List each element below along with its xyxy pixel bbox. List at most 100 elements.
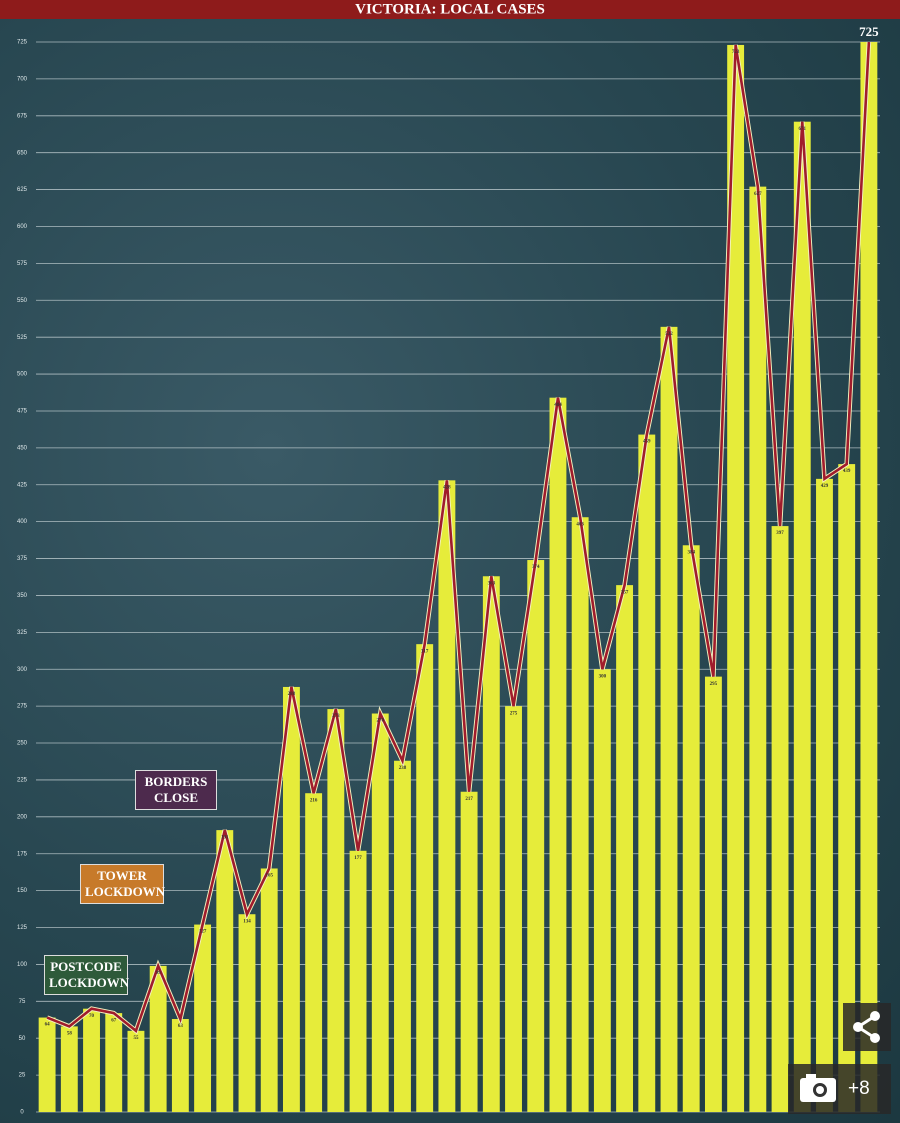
- trend-line: [46, 41, 871, 1033]
- bar: [505, 706, 522, 1112]
- bar: [60, 1026, 78, 1112]
- bar: [394, 760, 411, 1112]
- value-label: 134: [243, 919, 251, 924]
- bar: [105, 1013, 123, 1112]
- value-label: 165: [265, 874, 273, 879]
- value-label: 627: [754, 192, 762, 197]
- value-label: 428: [443, 485, 451, 490]
- bar: [327, 709, 345, 1112]
- bar: [571, 517, 589, 1112]
- value-label: 191: [221, 835, 229, 840]
- photo-count: +8: [848, 1078, 870, 1099]
- y-tick-label: 675: [17, 113, 28, 119]
- bar: [438, 480, 456, 1112]
- y-tick-label: 25: [19, 1073, 26, 1079]
- photo-gallery-button[interactable]: +8: [788, 1064, 891, 1114]
- y-tick-label: 450: [17, 445, 28, 451]
- share-icon: [853, 1011, 880, 1043]
- value-label: 288: [288, 692, 296, 697]
- y-tick-label: 75: [19, 999, 26, 1005]
- bar: [593, 669, 611, 1112]
- value-label: 127: [199, 930, 207, 935]
- bar: [149, 965, 167, 1112]
- y-tick-label: 575: [17, 261, 28, 267]
- value-label: 317: [421, 649, 429, 654]
- annotation: BORDERS CLOSE: [135, 770, 217, 810]
- bar: [83, 1008, 100, 1112]
- annotation: POSTCODE LOCKDOWN: [44, 955, 129, 995]
- y-tick-label: 275: [17, 704, 28, 710]
- bar: [793, 121, 811, 1113]
- y-tick-label: 100: [17, 962, 28, 968]
- chart-title: VICTORIA: LOCAL CASES: [355, 1, 545, 17]
- value-label: 439: [843, 469, 851, 474]
- bar: [460, 791, 478, 1112]
- value-label: 63: [178, 1024, 184, 1029]
- bar: [838, 464, 856, 1112]
- value-label: 238: [399, 766, 407, 771]
- value-label: 275: [510, 711, 518, 716]
- value-label: 270: [377, 719, 385, 724]
- value-label: 295: [710, 682, 718, 687]
- bar: [816, 478, 833, 1112]
- bar: [216, 830, 234, 1112]
- y-tick-label: 500: [17, 372, 28, 378]
- y-tick-label: 325: [17, 630, 28, 636]
- value-label: 363: [488, 581, 496, 586]
- y-tick-label: 375: [17, 556, 28, 562]
- value-label: 671: [799, 127, 807, 132]
- bar: [238, 914, 256, 1112]
- bar: [704, 676, 722, 1112]
- value-label: 723: [732, 50, 740, 55]
- y-tick-label: 200: [17, 814, 28, 820]
- value-label: 725: [859, 24, 879, 39]
- bar: [482, 576, 500, 1112]
- y-tick-label: 125: [17, 925, 28, 931]
- bar: [749, 186, 767, 1113]
- bar: [682, 545, 700, 1112]
- bar: [349, 850, 367, 1112]
- y-tick-label: 475: [17, 409, 28, 415]
- value-label: 300: [599, 674, 607, 679]
- y-tick-label: 650: [17, 150, 28, 156]
- y-tick-label: 400: [17, 519, 28, 525]
- value-label: 459: [643, 440, 651, 445]
- value-label: 273: [332, 714, 340, 719]
- bar: [616, 585, 634, 1112]
- title-bar: [0, 0, 900, 19]
- y-tick-label: 175: [17, 851, 28, 857]
- bar: [127, 1030, 145, 1112]
- y-tick-label: 50: [19, 1036, 26, 1042]
- y-tick-label: 625: [17, 187, 28, 193]
- share-button[interactable]: [843, 1003, 891, 1051]
- value-label: 99: [156, 971, 162, 976]
- y-tick-label: 425: [17, 482, 28, 488]
- camera-icon: [800, 1074, 836, 1102]
- bar: [194, 924, 212, 1112]
- bar: [416, 644, 434, 1112]
- value-label: 217: [465, 797, 473, 802]
- value-label: 374: [532, 565, 540, 570]
- value-label: 403: [576, 522, 584, 527]
- bar: [549, 397, 567, 1113]
- bar: [305, 793, 323, 1112]
- y-tick-label: 350: [17, 593, 28, 599]
- value-label: 484: [554, 403, 562, 408]
- value-label: 429: [821, 484, 829, 489]
- bar: [282, 686, 300, 1112]
- y-tick-label: 0: [20, 1110, 24, 1116]
- value-label: 55: [133, 1036, 139, 1041]
- y-tick-label: 600: [17, 224, 28, 230]
- value-label: 397: [776, 531, 784, 536]
- bar: [38, 1017, 56, 1112]
- bar: [527, 560, 545, 1112]
- y-tick-label: 250: [17, 741, 28, 747]
- bar: [771, 526, 789, 1112]
- y-tick-label: 150: [17, 888, 28, 894]
- bar: [260, 868, 278, 1112]
- value-label: 532: [665, 332, 673, 337]
- value-label: 216: [310, 798, 318, 803]
- annotation: TOWER LOCKDOWN: [80, 864, 165, 904]
